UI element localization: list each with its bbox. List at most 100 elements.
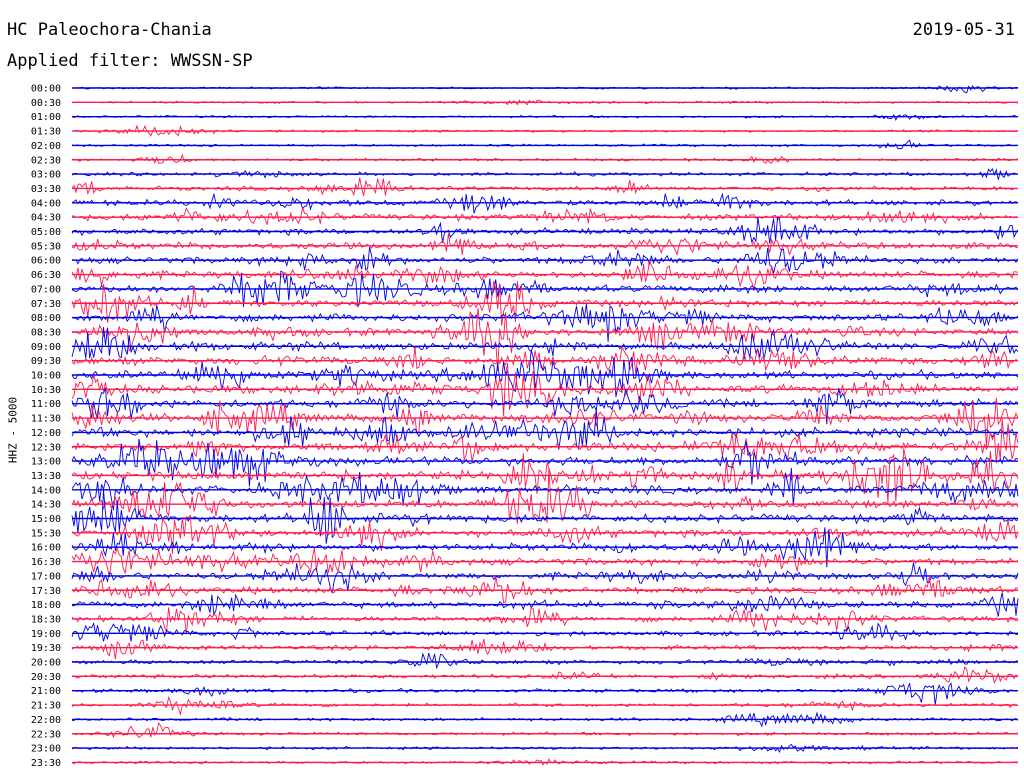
trace-line [71, 167, 1019, 180]
trace-line [71, 270, 1019, 308]
time-tick-label: 20:30 [31, 672, 61, 683]
trace-line [71, 576, 1019, 604]
time-tick-label: 11:00 [31, 399, 61, 410]
trace-line [71, 233, 1019, 257]
time-tick-label: 05:30 [31, 241, 61, 252]
time-tick-labels: 00:00 00:30 01:00 01:30 02:00 02:30 03:00 03:30… [31, 84, 61, 769]
trace-line [71, 153, 1019, 165]
trace-line [71, 177, 1019, 197]
trace-line [71, 665, 1019, 685]
time-tick-label: 17:00 [31, 571, 61, 582]
trace-line [71, 743, 1019, 754]
time-tick-label: 03:30 [31, 184, 61, 195]
time-tick-label: 05:00 [31, 227, 61, 238]
trace-line [71, 345, 1019, 374]
trace-line [71, 438, 1019, 487]
trace-line [72, 206, 1019, 225]
trace-line [71, 562, 1019, 594]
time-tick-label: 09:30 [31, 356, 61, 367]
time-tick-label: 00:30 [31, 98, 61, 109]
trace-line [72, 721, 1019, 739]
trace-line [71, 711, 1019, 728]
trace-line [71, 247, 1019, 275]
trace-line [71, 216, 1019, 244]
trace-line [71, 363, 1019, 416]
trace-line [71, 467, 1019, 511]
time-tick-label: 14:00 [31, 485, 61, 496]
time-tick-label: 09:00 [31, 342, 61, 353]
trace-line [71, 303, 1019, 342]
time-tick-label: 11:30 [31, 414, 61, 425]
time-tick-label: 08:00 [31, 313, 61, 324]
time-tick-label: 13:30 [31, 471, 61, 482]
time-tick-label: 02:00 [31, 141, 61, 152]
trace-line [71, 468, 1019, 524]
trace-line [71, 327, 1019, 360]
time-tick-label: 15:30 [31, 528, 61, 539]
time-tick-label: 16:30 [31, 557, 61, 568]
trace-line [71, 607, 1019, 635]
trace-line [71, 408, 1019, 451]
station-title: HC Paleochora-Chania [7, 20, 212, 40]
time-tick-label: 02:30 [31, 155, 61, 166]
trace-line [71, 397, 1019, 447]
trace-line [71, 113, 1019, 121]
time-tick-label: 21:30 [31, 701, 61, 712]
trace-line [71, 418, 1019, 464]
trace-line [71, 638, 1019, 660]
time-tick-label: 23:30 [31, 758, 61, 769]
time-tick-label: 10:30 [31, 385, 61, 396]
trace-line [71, 259, 1019, 292]
trace-line [71, 547, 1019, 577]
trace-line [71, 696, 1019, 716]
time-tick-label: 04:30 [31, 213, 61, 224]
time-tick-label: 23:00 [31, 744, 61, 755]
trace-line [71, 139, 1019, 150]
trace-line [71, 592, 1019, 617]
trace-line [71, 349, 1019, 397]
trace-line [71, 192, 1019, 214]
time-tick-label: 20:00 [31, 658, 61, 669]
trace-line [71, 514, 1019, 554]
time-tick-label: 08:30 [31, 327, 61, 338]
time-tick-label: 22:00 [31, 715, 61, 726]
trace-line [71, 99, 1019, 106]
time-tick-label: 13:00 [31, 457, 61, 468]
trace-line [71, 308, 1019, 372]
time-tick-label: 12:00 [31, 428, 61, 439]
time-tick-label: 01:00 [31, 112, 61, 123]
time-tick-label: 10:00 [31, 371, 61, 382]
trace-line [71, 387, 1019, 425]
trace-line [71, 280, 1019, 326]
time-tick-label: 15:00 [31, 514, 61, 525]
time-tick-label: 00:00 [31, 84, 61, 95]
time-tick-label: 22:30 [31, 729, 61, 740]
date-label: 2019-05-31 [912, 20, 1015, 40]
trace-line [71, 682, 1019, 706]
time-tick-label: 21:00 [31, 686, 61, 697]
trace-line [72, 84, 1019, 94]
time-tick-label: 17:30 [31, 586, 61, 597]
trace-line [71, 124, 1019, 137]
trace-line [71, 527, 1019, 568]
trace-line [71, 652, 1019, 670]
time-tick-label: 16:00 [31, 543, 61, 554]
time-tick-label: 03:00 [31, 170, 61, 181]
time-tick-label: 12:30 [31, 442, 61, 453]
time-tick-label: 07:00 [31, 284, 61, 295]
time-tick-label: 06:30 [31, 270, 61, 281]
time-tick-label: 18:00 [31, 600, 61, 611]
trace-line [71, 490, 1019, 544]
time-tick-label: 06:00 [31, 256, 61, 267]
time-tick-label: 14:30 [31, 500, 61, 511]
time-tick-label: 07:30 [31, 299, 61, 310]
time-tick-label: 01:30 [31, 127, 61, 138]
time-tick-label: 19:30 [31, 643, 61, 654]
filter-label: Applied filter: WWSSN-SP [7, 51, 253, 71]
trace-line [71, 621, 1019, 642]
time-tick-label: 19:00 [31, 629, 61, 640]
time-tick-label: 18:30 [31, 614, 61, 625]
trace-line [71, 758, 1019, 766]
time-tick-label: 04:00 [31, 198, 61, 209]
